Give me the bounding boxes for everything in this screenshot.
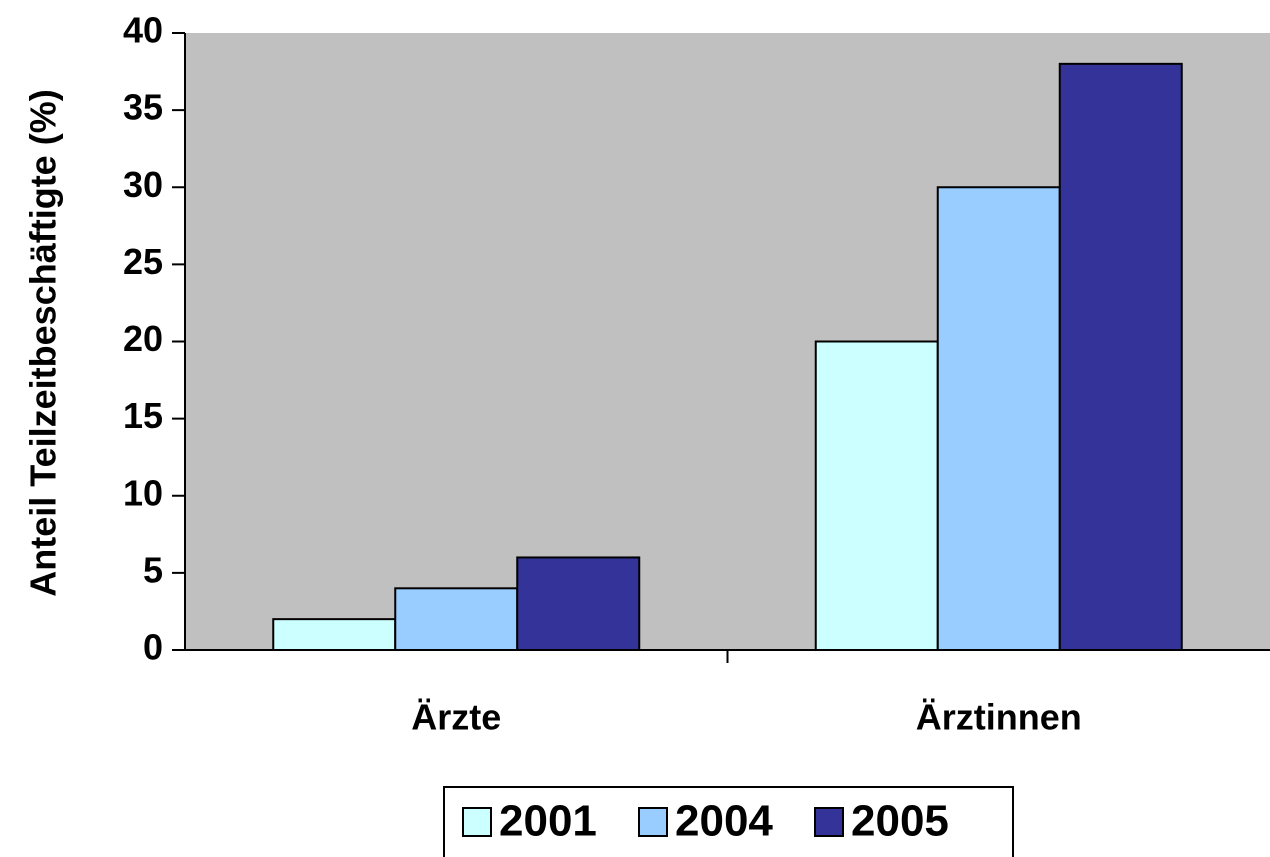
y-axis-label: Anteil Teilzeitbeschäftigte (%) [23, 89, 64, 596]
legend-swatch [814, 807, 844, 837]
legend-label: 2004 [675, 797, 773, 846]
y-tick-label: 40 [123, 10, 163, 51]
y-tick-label: 35 [123, 87, 163, 128]
bar [936, 186, 1061, 651]
y-tick-label: 10 [123, 472, 163, 513]
legend-swatch [462, 807, 492, 837]
x-tick-label: Ärztinnen [916, 697, 1082, 738]
legend-label: 2005 [851, 797, 949, 846]
y-tick-label: 20 [123, 318, 163, 359]
y-tick-label: 15 [123, 395, 163, 436]
bar [1058, 62, 1183, 652]
bar [516, 556, 641, 652]
legend-swatch [638, 807, 668, 837]
y-tick-label: 25 [123, 241, 163, 282]
legend-label: 2001 [499, 797, 597, 846]
y-tick-label: 0 [143, 627, 163, 668]
x-tick-label: Ärzte [411, 697, 501, 738]
y-tick-label: 30 [123, 164, 163, 205]
legend-box [443, 786, 1014, 857]
bar [272, 618, 397, 652]
bar [814, 340, 939, 651]
y-tick-label: 5 [143, 549, 163, 590]
bar [394, 587, 519, 651]
